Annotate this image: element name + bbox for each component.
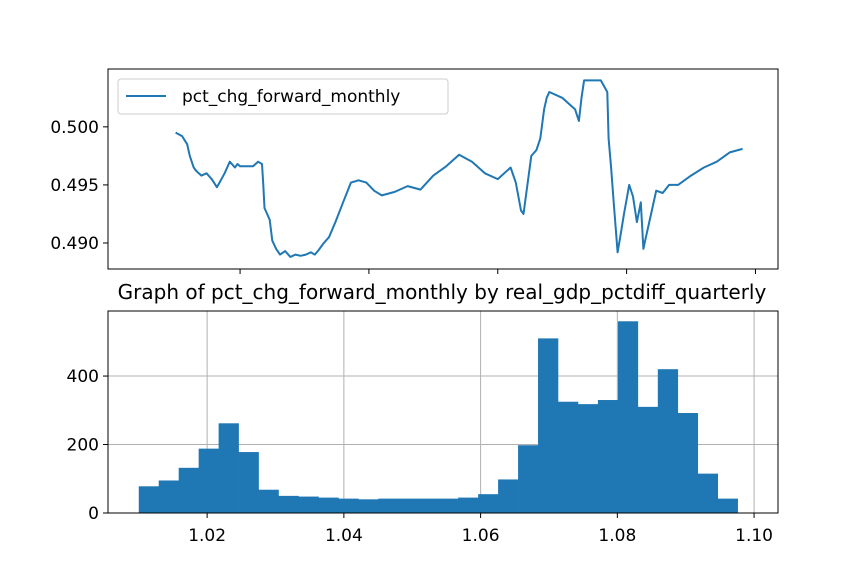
histogram-bar bbox=[557, 401, 579, 513]
histogram-bar bbox=[338, 498, 359, 513]
histogram-bar bbox=[657, 369, 679, 513]
histogram-bar bbox=[178, 467, 199, 513]
x-tick-label: 1.10 bbox=[735, 526, 773, 546]
histogram-bar bbox=[518, 445, 539, 513]
line-chart-y-axis: 0.490 0.495 0.500 bbox=[50, 118, 108, 254]
histogram-bar bbox=[198, 448, 219, 513]
histogram-bar bbox=[418, 498, 439, 513]
histogram-bar bbox=[258, 489, 279, 513]
y-tick-label: 400 bbox=[67, 367, 99, 387]
y-tick-label: 0 bbox=[88, 504, 99, 524]
series-line-pct-chg-forward-monthly bbox=[175, 79, 743, 258]
histogram-bar bbox=[278, 495, 299, 513]
histogram-bar bbox=[597, 400, 619, 513]
x-tick-label: 1.08 bbox=[598, 526, 636, 546]
legend-box bbox=[117, 78, 449, 115]
line-chart-panel: 0.490 0.495 0.500 pct_chg_forward_monthly bbox=[50, 68, 779, 274]
histogram-bar bbox=[498, 479, 519, 513]
histogram-bar bbox=[238, 452, 259, 513]
histogram-bar bbox=[617, 321, 639, 513]
legend: pct_chg_forward_monthly bbox=[117, 78, 449, 115]
histogram-bars bbox=[138, 321, 738, 513]
histogram-bar bbox=[438, 498, 459, 513]
histogram-panel: 0 200 400 1.02 1.04 1.06 1.08 1.10 bbox=[67, 310, 779, 546]
histogram-bar bbox=[637, 406, 659, 513]
histogram-title: Graph of pct_chg_forward_monthly by real… bbox=[118, 280, 767, 304]
histogram-bar bbox=[298, 496, 319, 513]
x-tick-label: 1.06 bbox=[462, 526, 500, 546]
histogram-bar bbox=[717, 498, 738, 513]
y-tick-label: 0.495 bbox=[50, 176, 99, 196]
y-tick-label: 200 bbox=[67, 436, 99, 456]
histogram-x-axis: 1.02 1.04 1.06 1.08 1.10 bbox=[188, 513, 773, 546]
histogram-y-axis: 0 200 400 bbox=[67, 367, 108, 524]
y-tick-label: 0.490 bbox=[50, 234, 99, 254]
histogram-bar bbox=[158, 480, 179, 513]
histogram-bar bbox=[478, 494, 499, 513]
x-tick-label: 1.04 bbox=[325, 526, 363, 546]
histogram-bar bbox=[458, 497, 479, 513]
histogram-frame bbox=[107, 310, 779, 514]
histogram-bar bbox=[138, 486, 160, 513]
legend-label: pct_chg_forward_monthly bbox=[182, 87, 400, 107]
histogram-bar bbox=[538, 338, 559, 513]
line-chart-x-axis bbox=[239, 269, 756, 274]
histogram-bar bbox=[677, 413, 699, 513]
line-chart-frame bbox=[107, 68, 779, 270]
histogram-bar bbox=[318, 497, 339, 513]
x-tick-label: 1.02 bbox=[188, 526, 226, 546]
histogram-bar bbox=[218, 423, 239, 513]
histogram-bar bbox=[577, 404, 599, 513]
histogram-bar bbox=[697, 473, 718, 513]
histogram-bar bbox=[398, 498, 419, 513]
histogram-bar bbox=[378, 498, 399, 513]
histogram-bar bbox=[358, 499, 379, 513]
y-tick-label: 0.500 bbox=[50, 118, 99, 138]
